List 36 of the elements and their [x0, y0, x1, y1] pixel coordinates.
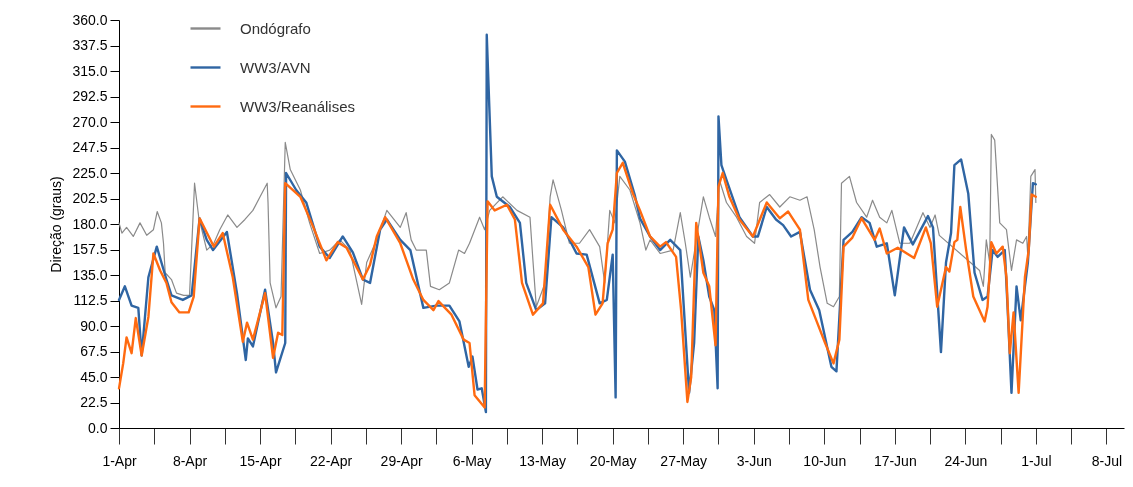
x-tick-label: 24-Jun: [944, 452, 988, 469]
y-tick-label: 0.0: [88, 419, 108, 436]
legend-label: WW3/Reanálises: [240, 97, 356, 115]
y-tick-label: 135.0: [72, 266, 108, 283]
x-tick-label: 8-Jul: [1091, 452, 1123, 469]
x-tick-label: 8-Apr: [172, 452, 208, 469]
x-tick-label: 29-Apr: [380, 452, 423, 469]
y-tick-label: 112.5: [73, 292, 108, 308]
x-tick-label: 1-Jul: [1021, 452, 1052, 469]
y-tick-label: 315.0: [72, 62, 108, 79]
y-tick-label: 180.0: [72, 215, 108, 232]
x-tick-label: 13-May: [519, 452, 566, 469]
y-tick-label: 292.5: [72, 88, 108, 104]
y-tick-label: 225.0: [72, 164, 108, 181]
y-tick-label: 67.5: [80, 343, 108, 359]
x-tick-label: 20-May: [589, 452, 637, 469]
x-tick-label: 22-Apr: [310, 452, 353, 469]
y-tick-label: 90.0: [80, 317, 108, 334]
y-tick-label: 45.0: [80, 368, 108, 385]
x-tick-label: 27-May: [660, 452, 708, 469]
legend-label: Ondógrafo: [240, 19, 311, 37]
y-tick-label: 337.5: [72, 37, 108, 53]
x-tick-label: 10-Jun: [803, 452, 847, 469]
y-tick-label: 202.5: [72, 190, 108, 206]
y-tick-label: 157.5: [72, 241, 108, 257]
x-tick-label: 1-Apr: [102, 452, 137, 469]
y-tick-label: 270.0: [72, 113, 108, 130]
y-tick-label: 247.5: [72, 139, 108, 155]
y-tick-label: 22.5: [80, 394, 108, 410]
x-tick-label: 6-May: [452, 452, 492, 469]
x-tick-label: 3-Jun: [736, 452, 772, 469]
legend-label: WW3/AVN: [240, 58, 311, 76]
y-tick-label: 360.0: [72, 11, 108, 28]
y-axis-title: Direção (graus): [48, 176, 65, 273]
x-tick-label: 17-Jun: [873, 452, 917, 469]
x-tick-label: 15-Apr: [239, 452, 282, 469]
